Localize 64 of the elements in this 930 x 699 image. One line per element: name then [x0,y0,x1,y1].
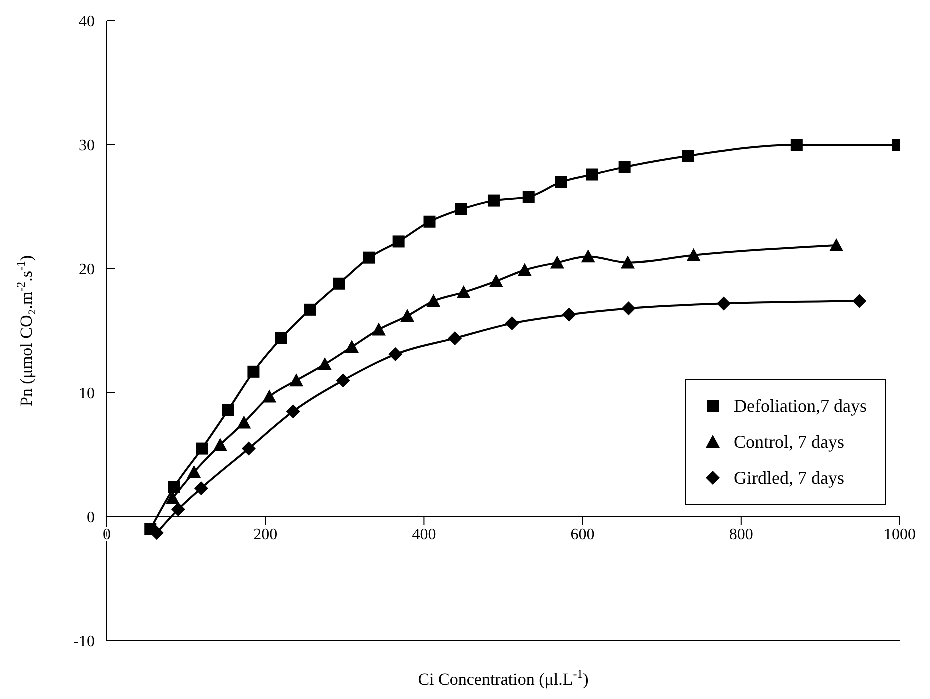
point [852,294,867,308]
point [304,304,316,316]
point [682,150,694,162]
point [618,161,631,174]
point [621,256,635,269]
point [830,238,844,252]
y-tick-label: 30 [79,138,95,155]
point [237,416,252,429]
point [455,203,468,216]
point [262,390,277,403]
point [586,168,598,181]
point [426,294,441,308]
point [194,481,208,496]
point [686,248,701,262]
x-tick-label: 600 [570,526,595,544]
point [275,332,288,344]
point [518,263,532,276]
y-tick-label: 40 [79,14,95,31]
point [488,194,500,207]
point [392,236,405,248]
point [318,357,332,370]
point [562,308,576,322]
point [505,316,520,331]
x-tick-label: 400 [412,526,436,544]
legend-label: Defoliation,7 days [734,395,867,418]
x-tick-label: 200 [254,526,278,544]
point [790,139,803,151]
x-axis-title: Ci Concentration (μl.L$^{-1}$) [418,667,589,689]
legend-label: Girdled, 7 days [734,467,844,490]
point [248,366,260,378]
point [555,176,568,188]
point [333,278,346,290]
point [456,286,471,299]
point [522,191,535,204]
y-tick-label: 0 [87,510,95,527]
y-tick-label: 20 [79,262,95,279]
point [489,274,504,288]
point [622,302,636,316]
point [242,442,256,456]
legend-label: Control, 7 days [734,431,845,454]
point [222,404,234,416]
point [716,296,731,311]
point [448,331,462,346]
point [171,502,186,517]
y-tick-label: 10 [79,386,95,403]
point [581,250,596,263]
point [372,322,386,336]
point [166,491,180,504]
x-tick-label: 800 [729,526,754,544]
point [187,465,202,478]
point [550,256,564,269]
y-tick-label: -10 [74,634,95,651]
point [196,442,208,455]
point [345,340,360,354]
point [286,404,300,419]
point [424,216,436,228]
x-tick-label: 1000 [884,526,916,544]
point [168,481,180,494]
point [336,374,350,388]
point [388,348,403,362]
point [400,309,415,322]
point [213,438,228,452]
point [363,252,376,264]
point [290,374,304,387]
